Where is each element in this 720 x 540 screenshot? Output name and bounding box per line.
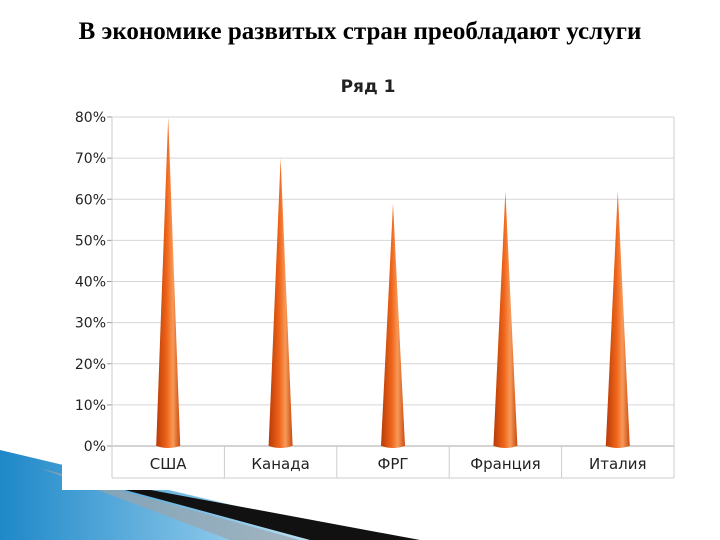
bar-cone bbox=[381, 203, 405, 448]
bars bbox=[156, 117, 630, 448]
bar-cone bbox=[493, 191, 518, 448]
y-axis-ticks: 0% 10% 20% 30% 40% 50% 60% 70% 80% bbox=[75, 110, 106, 455]
x-axis-categories: США Канада ФРГ Франция Италия bbox=[150, 455, 647, 473]
black-swoosh bbox=[70, 475, 420, 540]
x-category-label: США bbox=[150, 455, 188, 473]
y-tick-label: 70% bbox=[75, 151, 106, 167]
chart-title: Ряд 1 bbox=[341, 77, 396, 97]
x-category-label: ФРГ bbox=[377, 455, 408, 473]
y-tick-label: 50% bbox=[75, 233, 106, 249]
bar-cone bbox=[156, 117, 181, 448]
x-category-label: Италия bbox=[589, 455, 647, 473]
y-tick-label: 0% bbox=[84, 439, 106, 455]
x-category-label: Канада bbox=[251, 455, 309, 473]
y-tick-label: 60% bbox=[75, 192, 106, 208]
y-tick-label: 40% bbox=[75, 275, 106, 291]
chart: Ряд 1 0% 10% 20% 30% 40% 50% 60% 70% 80% США Кана… bbox=[75, 77, 675, 479]
y-tick-label: 80% bbox=[75, 110, 106, 126]
bar-cone bbox=[605, 191, 630, 448]
chart-area: Ряд 1 0% 10% 20% 30% 40% 50% 60% 70% 80% США Кана… bbox=[62, 64, 690, 490]
y-tick-label: 20% bbox=[75, 357, 106, 373]
slide-title: В экономике развитых стран преобладают у… bbox=[78, 18, 642, 45]
x-category-label: Франция bbox=[470, 455, 540, 473]
y-tick-label: 30% bbox=[75, 316, 106, 332]
bar-cone bbox=[268, 158, 293, 448]
y-tick-label: 10% bbox=[75, 398, 106, 414]
